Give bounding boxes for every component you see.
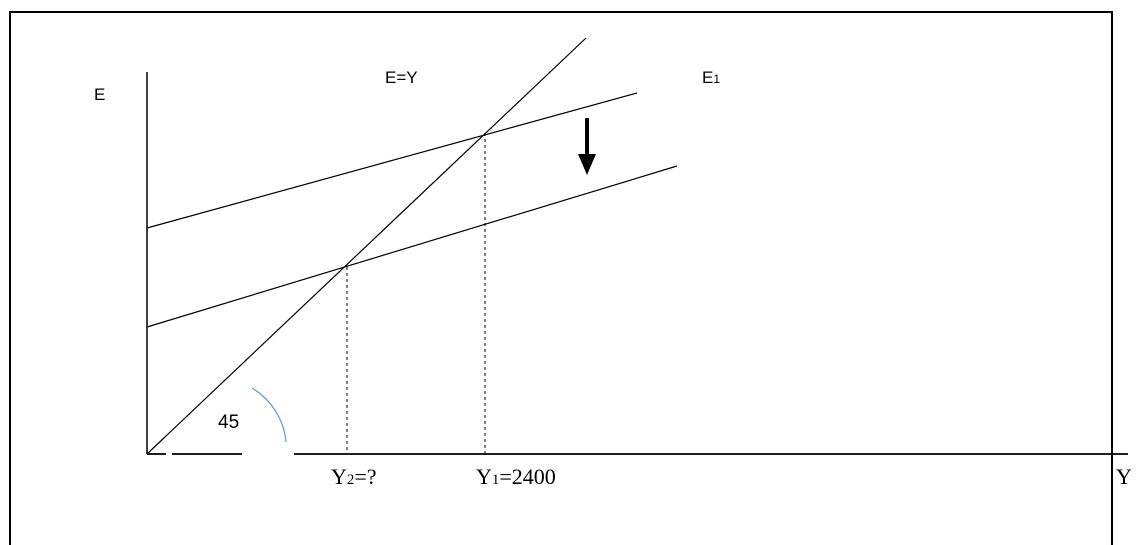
e1-label: E1	[702, 68, 720, 87]
origin-gap	[166, 448, 172, 458]
e1-line	[146, 92, 638, 229]
e2-line	[146, 165, 678, 328]
y2-label: Y2=?	[331, 464, 377, 489]
y-axis-label: Y	[1116, 464, 1132, 489]
angle-label: 45	[218, 412, 239, 433]
e-equals-y-line	[146, 37, 587, 455]
e-equals-y-label: E=Y	[385, 68, 418, 87]
frame-border	[9, 11, 1113, 545]
y1-label: Y1=2400	[476, 464, 556, 489]
e-equals-y-line-redraw	[146, 435, 167, 455]
e-axis-label: E	[94, 85, 105, 104]
axis-gap	[242, 450, 294, 458]
down-arrow-icon	[578, 118, 596, 175]
angle-arc	[251, 387, 287, 443]
